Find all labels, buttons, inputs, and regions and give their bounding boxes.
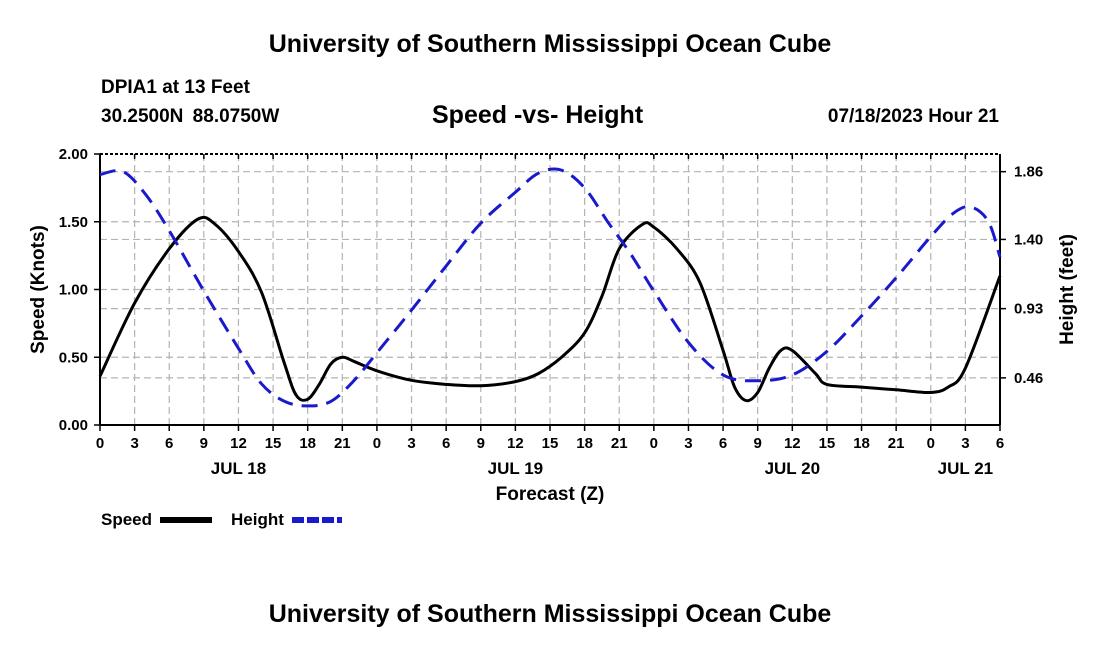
- x-tick-label: 18: [576, 435, 593, 452]
- x-tick-label: 0: [927, 435, 935, 452]
- x-axis-title: Forecast (Z): [496, 484, 605, 505]
- x-tick-label: 12: [784, 435, 801, 452]
- x-tick-label: 15: [819, 435, 836, 452]
- y2-tick-label: 0.46: [1014, 370, 1043, 387]
- x-tick-label: 21: [888, 435, 905, 452]
- x-tick-label: 0: [373, 435, 381, 452]
- x-tick-label: 15: [265, 435, 282, 452]
- x-tick-label: 18: [299, 435, 316, 452]
- footer-title: University of Southern Mississippi Ocean…: [268, 600, 832, 628]
- x-tick-label: 0: [96, 435, 104, 452]
- y-tick-label: 1.50: [59, 214, 88, 231]
- x-tick-label: 21: [611, 435, 628, 452]
- y2-tick-label: 1.40: [1014, 231, 1043, 248]
- x-tick-label: 9: [200, 435, 208, 452]
- y-tick-label: 0.50: [59, 349, 88, 366]
- series-line-height: [99, 167, 1002, 408]
- legend-label-height: Height: [231, 510, 284, 529]
- y-tick-label: 0.00: [59, 417, 88, 434]
- day-label: JUL 18: [211, 459, 266, 478]
- y-tick-label: 1.00: [59, 282, 88, 299]
- y-axis-title: Speed (Knots): [28, 225, 49, 354]
- x-tick-label: 0: [650, 435, 658, 452]
- day-label: JUL 19: [488, 459, 543, 478]
- x-tick-label: 3: [407, 435, 415, 452]
- chart-title: Speed -vs- Height: [432, 101, 644, 129]
- station-coordinates: 30.2500N 88.0750W: [101, 106, 280, 127]
- day-label: JUL 21: [938, 459, 993, 478]
- y-tick-label: 2.00: [59, 146, 88, 163]
- y2-axis-title: Height (feet): [1057, 234, 1078, 345]
- day-label: JUL 20: [765, 459, 820, 478]
- x-tick-label: 18: [853, 435, 870, 452]
- x-tick-label: 9: [477, 435, 485, 452]
- x-tick-label: 6: [165, 435, 173, 452]
- x-tick-label: 3: [684, 435, 692, 452]
- x-tick-label: 6: [719, 435, 727, 452]
- x-tick-label: 6: [442, 435, 450, 452]
- x-tick-label: 12: [507, 435, 524, 452]
- x-tick-label: 9: [754, 435, 762, 452]
- x-tick-label: 12: [230, 435, 247, 452]
- forecast-timestamp: 07/18/2023 Hour 21: [827, 106, 999, 127]
- legend-label-speed: Speed: [101, 510, 152, 529]
- station-label: DPIA1 at 13 Feet: [101, 77, 250, 98]
- page-title: University of Southern Mississippi Ocean…: [268, 30, 832, 58]
- x-tick-label: 3: [130, 435, 138, 452]
- x-tick-label: 6: [996, 435, 1004, 452]
- x-tick-label: 21: [334, 435, 351, 452]
- x-tick-label: 3: [961, 435, 969, 452]
- series-line-speed: [98, 215, 1002, 403]
- y2-tick-label: 1.86: [1014, 164, 1043, 181]
- y2-tick-label: 0.93: [1014, 301, 1043, 318]
- x-tick-label: 15: [542, 435, 559, 452]
